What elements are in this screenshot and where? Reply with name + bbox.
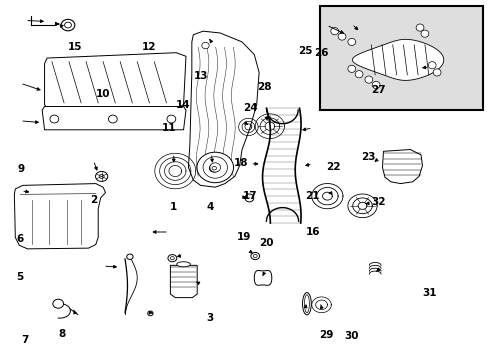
Ellipse shape bbox=[420, 30, 428, 37]
Ellipse shape bbox=[170, 257, 174, 260]
Ellipse shape bbox=[415, 24, 423, 31]
Ellipse shape bbox=[253, 255, 257, 258]
Polygon shape bbox=[42, 107, 185, 130]
Polygon shape bbox=[254, 270, 271, 285]
Ellipse shape bbox=[61, 19, 75, 31]
Ellipse shape bbox=[302, 293, 311, 315]
Text: 16: 16 bbox=[305, 227, 319, 237]
Ellipse shape bbox=[50, 115, 59, 123]
Text: 32: 32 bbox=[370, 197, 385, 207]
Ellipse shape bbox=[354, 71, 362, 78]
Text: 7: 7 bbox=[21, 334, 29, 345]
Polygon shape bbox=[352, 39, 443, 80]
Text: 27: 27 bbox=[370, 85, 385, 95]
Text: 2: 2 bbox=[89, 195, 97, 205]
Text: 21: 21 bbox=[305, 191, 319, 201]
Text: 26: 26 bbox=[314, 48, 328, 58]
Ellipse shape bbox=[197, 152, 233, 183]
Text: 4: 4 bbox=[206, 202, 214, 212]
Text: 11: 11 bbox=[162, 123, 176, 133]
Ellipse shape bbox=[126, 254, 133, 260]
Polygon shape bbox=[44, 53, 185, 108]
Polygon shape bbox=[382, 149, 422, 184]
Ellipse shape bbox=[176, 262, 190, 267]
Text: 29: 29 bbox=[319, 330, 333, 340]
Text: 18: 18 bbox=[233, 158, 247, 168]
Ellipse shape bbox=[167, 255, 176, 262]
Text: 28: 28 bbox=[256, 82, 271, 92]
Polygon shape bbox=[188, 31, 259, 187]
Ellipse shape bbox=[95, 171, 107, 181]
Ellipse shape bbox=[147, 311, 153, 316]
Ellipse shape bbox=[209, 163, 220, 172]
Ellipse shape bbox=[304, 295, 309, 313]
Text: 23: 23 bbox=[361, 152, 375, 162]
Text: 31: 31 bbox=[422, 288, 436, 298]
Ellipse shape bbox=[364, 76, 372, 83]
Text: 15: 15 bbox=[67, 42, 82, 52]
Ellipse shape bbox=[371, 81, 379, 89]
Ellipse shape bbox=[212, 166, 216, 170]
Polygon shape bbox=[14, 184, 105, 249]
Bar bbox=[320, 6, 483, 110]
Text: 30: 30 bbox=[344, 331, 358, 341]
Ellipse shape bbox=[202, 42, 209, 49]
Ellipse shape bbox=[347, 65, 355, 72]
Ellipse shape bbox=[427, 62, 435, 69]
Ellipse shape bbox=[53, 299, 63, 308]
Text: 8: 8 bbox=[58, 329, 65, 339]
Text: 9: 9 bbox=[18, 164, 25, 174]
Text: 3: 3 bbox=[206, 313, 214, 323]
Text: 5: 5 bbox=[17, 272, 24, 282]
Text: 24: 24 bbox=[243, 103, 257, 113]
Ellipse shape bbox=[64, 22, 71, 28]
Text: 10: 10 bbox=[96, 89, 110, 99]
Ellipse shape bbox=[347, 39, 355, 45]
Polygon shape bbox=[170, 265, 197, 298]
Text: 12: 12 bbox=[142, 42, 156, 52]
Text: 20: 20 bbox=[259, 238, 273, 248]
Text: 6: 6 bbox=[17, 234, 24, 244]
Text: 13: 13 bbox=[193, 71, 207, 81]
Ellipse shape bbox=[108, 115, 117, 123]
Ellipse shape bbox=[250, 252, 259, 260]
Text: 22: 22 bbox=[325, 162, 340, 172]
Ellipse shape bbox=[166, 115, 175, 123]
Text: 1: 1 bbox=[170, 202, 177, 212]
Ellipse shape bbox=[99, 175, 104, 179]
Ellipse shape bbox=[330, 28, 338, 35]
Ellipse shape bbox=[337, 33, 345, 40]
Text: 19: 19 bbox=[237, 232, 251, 242]
Ellipse shape bbox=[432, 69, 440, 76]
Text: 25: 25 bbox=[298, 46, 312, 56]
Text: 14: 14 bbox=[176, 100, 190, 110]
Ellipse shape bbox=[244, 194, 253, 202]
Ellipse shape bbox=[209, 164, 219, 172]
Text: 17: 17 bbox=[243, 191, 257, 201]
Ellipse shape bbox=[203, 157, 227, 178]
